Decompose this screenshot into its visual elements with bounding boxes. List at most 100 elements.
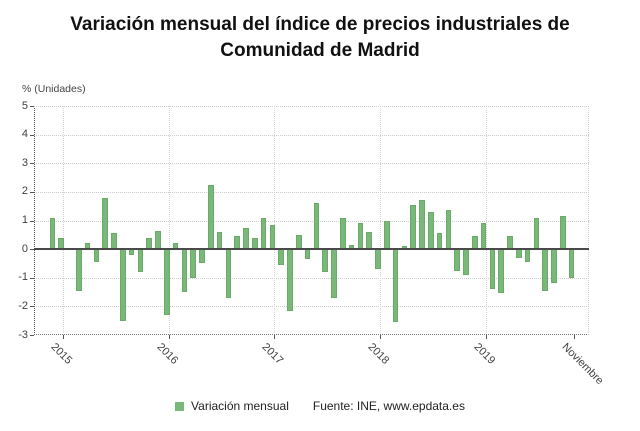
bar [137,249,144,273]
x-gridline [63,106,65,335]
y-gridline [34,220,589,222]
bar [551,249,557,284]
bar [225,249,232,298]
x-axis-tick [573,335,575,339]
chart-title: Variación mensual del índice de precios … [70,14,570,61]
bar [366,231,372,250]
y-axis-label: 1 [21,214,28,226]
x-axis-label: 2019 [471,341,497,367]
bar [410,204,416,250]
x-axis-label: Noviembre [559,341,606,388]
y-axis-tick [30,306,34,308]
x-axis-tick [274,335,276,339]
bar [436,233,443,250]
y-axis-label: 2 [21,185,28,198]
bar [216,231,223,250]
bar [76,249,82,291]
legend-swatch-icon [175,401,185,411]
legend-label: Variación mensual [191,399,289,413]
y-axis-line [34,106,35,335]
bar [498,249,504,294]
y-gridline [34,134,589,136]
plot-top-border [34,106,589,107]
y-axis-unit-label: % (Unidades) [22,83,86,95]
y-axis-label: 5 [21,99,28,112]
x-gridline [168,106,170,335]
bar [392,249,399,323]
bar [296,234,302,250]
x-axis-label: 2016 [154,341,181,367]
y-gridline [34,306,589,308]
bar [278,249,284,265]
legend-item-variacion-mensual[interactable]: Variación mensual [175,399,289,413]
bar [120,249,126,321]
x-axis-label: 2017 [259,341,286,367]
y-axis-tick [30,191,34,193]
plot-right-border [588,106,589,335]
bar [313,203,320,250]
plot-area: 5 4 3 2 1 0 -1 -2 -3 2015 2016 2017 2018 2019 Noviembr… [18,100,605,387]
bar [111,233,117,250]
bar [542,249,548,291]
x-axis-line [34,334,589,335]
x-axis-label: 2018 [365,341,392,367]
y-axis-label: 3 [21,156,28,169]
y-axis-label: -1 [18,271,28,284]
bar [524,249,531,262]
y-axis-tick [30,335,34,336]
bar [516,249,522,258]
bar [102,197,108,250]
source-credit: Fuente: INE, www.epdata.es [312,399,465,413]
bar [287,249,293,311]
bar [199,249,205,264]
y-axis-label: -2 [18,299,28,312]
bar [384,220,390,250]
bar [155,230,161,250]
bar [480,223,487,250]
bar [260,217,267,250]
y-axis-tick [30,106,34,107]
x-axis-tick [63,335,65,339]
bar [419,200,425,250]
bar [269,224,276,250]
legend-row: Variación mensual Fuente: INE, www.epdat… [0,398,640,414]
y-axis-label: 0 [21,242,28,255]
y-axis-tick [30,163,34,165]
y-axis-tick [30,220,34,222]
x-axis-tick [485,335,487,339]
bar [533,217,540,250]
bar [164,249,170,315]
y-axis-tick [30,249,34,251]
bar [322,249,328,273]
x-axis-tick [168,335,170,339]
bar [375,249,381,270]
y-gridline [34,163,589,165]
y-gridline [34,277,589,279]
bar [181,249,188,293]
bar [445,210,452,250]
x-gridline [380,106,381,335]
bar [454,249,460,271]
x-axis-tick [380,335,381,339]
bar [190,249,196,278]
bar [489,249,496,290]
bar [93,249,100,262]
bar [208,184,214,250]
x-gridline [274,106,276,335]
bar [49,217,56,250]
bar [357,223,364,250]
bar [340,217,346,250]
bar [428,211,434,250]
x-gridline [485,106,487,335]
x-axis-label: 2015 [48,341,75,367]
bar [304,249,311,260]
y-axis-label: 4 [21,128,28,141]
zero-line [34,248,589,251]
y-axis-label: -3 [18,328,28,341]
bar [331,249,337,298]
bar [568,249,575,278]
bar [463,249,469,275]
y-axis-tick [30,134,34,136]
y-axis-tick [30,277,34,279]
